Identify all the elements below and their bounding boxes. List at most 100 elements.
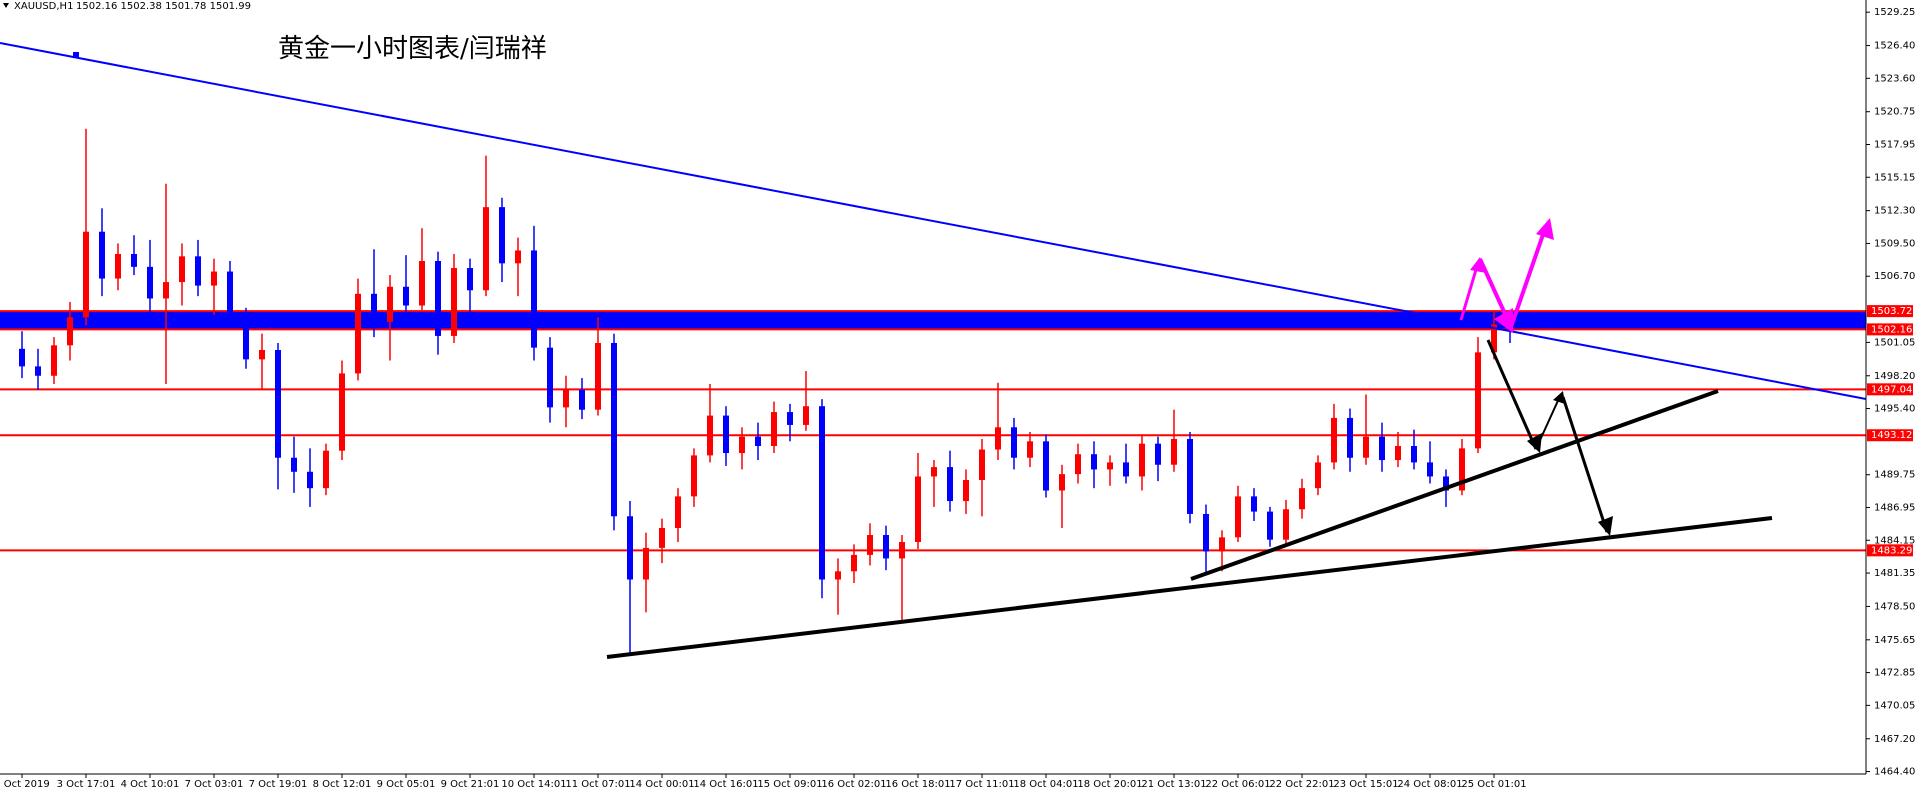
candle-body <box>275 349 281 458</box>
level-label: 1502.16 <box>1871 324 1912 335</box>
x-tick-label: 16 Oct 18:01 <box>885 779 950 790</box>
candle-body <box>1043 441 1049 491</box>
y-tick-label: 1475.65 <box>1874 635 1915 646</box>
menu-triangle[interactable] <box>3 3 9 8</box>
candle-body <box>115 253 121 279</box>
candle-body <box>243 313 249 360</box>
x-tick-label: 15 Oct 09:01 <box>757 779 822 790</box>
candle-body <box>339 373 345 451</box>
x-tick-label: 3 Oct 2019 <box>0 779 50 790</box>
candles <box>19 128 1513 654</box>
level-label-box <box>1867 305 1913 318</box>
y-tick-label: 1472.85 <box>1874 668 1915 679</box>
level-label: 1483.29 <box>1871 545 1912 556</box>
candle-body <box>1235 496 1241 538</box>
x-tick-label: 14 Oct 00:01 <box>629 779 694 790</box>
candle-body <box>723 415 729 454</box>
y-tick-label: 1529.25 <box>1874 7 1915 18</box>
candle-body <box>1187 438 1193 514</box>
x-tick-label: 10 Oct 14:01 <box>501 779 566 790</box>
x-tick-label: 18 Oct 04:01 <box>1013 779 1078 790</box>
candle-body <box>963 479 969 502</box>
quote: 1502.16 1502.38 1501.78 1501.99 <box>76 1 251 12</box>
candle-body <box>211 271 217 286</box>
y-tick-label: 1523.60 <box>1874 73 1915 84</box>
arrow-head <box>1553 391 1565 404</box>
candle-body <box>595 342 601 410</box>
candle-body <box>483 207 489 291</box>
candle-body <box>1411 446 1417 463</box>
candle-body <box>131 253 137 267</box>
candle-body <box>1491 324 1497 353</box>
candle-body <box>515 250 521 264</box>
candle-body <box>291 457 297 472</box>
x-tick-label: 7 Oct 03:01 <box>185 779 244 790</box>
candle-body <box>1251 496 1257 512</box>
x-tick-label: 4 Oct 10:01 <box>121 779 180 790</box>
candle-body <box>67 317 73 346</box>
x-tick-label: 3 Oct 17:01 <box>57 779 116 790</box>
candle-body <box>883 535 889 559</box>
x-tick-label: 14 Oct 16:01 <box>693 779 758 790</box>
y-tick-label: 1470.05 <box>1874 700 1915 711</box>
candle-body <box>419 261 425 306</box>
candle-body <box>467 268 473 291</box>
x-tick-label: 8 Oct 12:01 <box>313 779 372 790</box>
candle-body <box>323 450 329 489</box>
candle-body <box>1363 436 1369 458</box>
candle-body <box>371 293 377 322</box>
levels <box>0 310 1866 552</box>
arrow-head <box>1527 433 1542 453</box>
candle-body <box>1427 462 1433 477</box>
candle-body <box>851 554 857 572</box>
candle-body <box>355 293 361 374</box>
candle-body <box>1475 352 1481 449</box>
candle-body <box>675 496 681 528</box>
candle-body <box>819 406 825 580</box>
y-tick-label: 1467.20 <box>1874 734 1915 745</box>
candle-body <box>259 349 265 360</box>
candle-body <box>579 389 585 410</box>
x-tick-label: 21 Oct 13:01 <box>1141 779 1206 790</box>
x-tick-label: 17 Oct 11:01 <box>949 779 1014 790</box>
x-tick-label: 18 Oct 20:01 <box>1077 779 1142 790</box>
level-label: 1493.12 <box>1871 430 1912 441</box>
candle-body <box>1091 454 1097 470</box>
candle-body <box>1155 443 1161 465</box>
candle-body <box>1459 448 1465 491</box>
y-tick-label: 1501.05 <box>1874 337 1915 348</box>
trend-line <box>0 42 1867 400</box>
x-tick-label: 9 Oct 05:01 <box>377 779 436 790</box>
y-tick-label: 1478.50 <box>1874 601 1915 612</box>
candle-body <box>307 471 313 489</box>
arrow-head <box>1494 308 1513 333</box>
zone <box>0 311 1866 330</box>
candle-body <box>803 406 809 425</box>
x-tick-label: 24 Oct 08:01 <box>1397 779 1462 790</box>
arrow-head <box>1470 257 1486 273</box>
candle-body <box>1443 476 1449 491</box>
x-tick-label: 16 Oct 02:01 <box>821 779 886 790</box>
candle-body <box>531 250 537 348</box>
candle-body <box>1123 462 1129 477</box>
candle-body <box>195 256 201 286</box>
candle-body <box>1075 454 1081 475</box>
x-tick-label: 22 Oct 06:01 <box>1205 779 1270 790</box>
candle-body <box>739 436 745 454</box>
candle-body <box>387 286 393 322</box>
y-tick-label: 1526.40 <box>1874 41 1915 52</box>
y-tick-label: 1464.40 <box>1874 767 1915 778</box>
candle-body <box>1027 441 1033 458</box>
candle-body <box>1011 427 1017 458</box>
level-label: 1503.72 <box>1871 306 1912 317</box>
candle-body <box>771 412 777 447</box>
candle-body <box>643 547 649 580</box>
y-tick-label: 1520.75 <box>1874 107 1915 118</box>
candle-body <box>995 427 1001 450</box>
candle-body <box>1139 443 1145 477</box>
x-tick-label: 25 Oct 01:01 <box>1461 779 1526 790</box>
drawings <box>0 42 1867 659</box>
